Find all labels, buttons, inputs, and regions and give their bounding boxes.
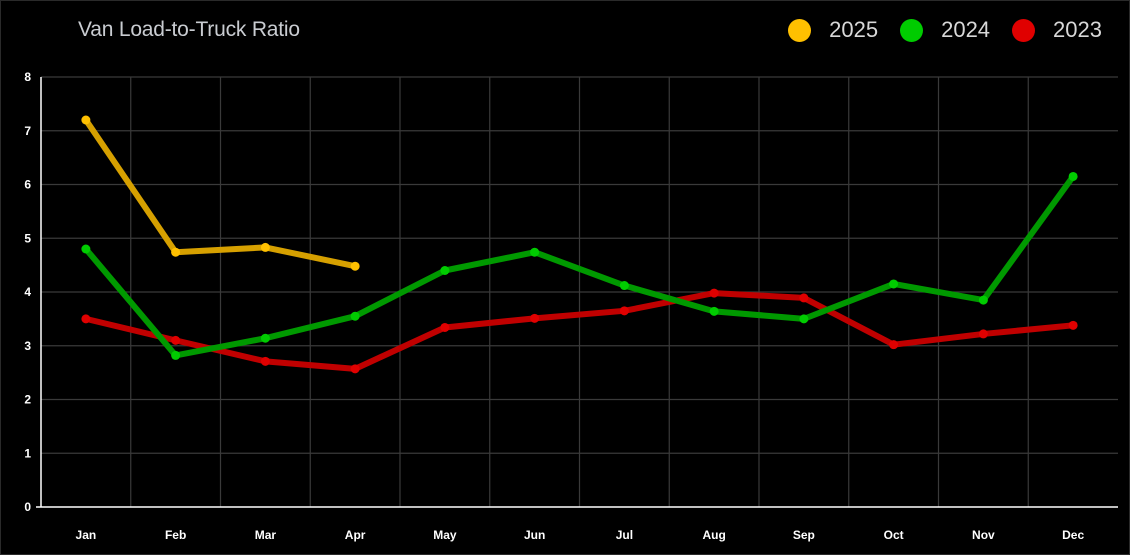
legend-swatch-2025 — [788, 18, 812, 42]
x-tick-label: Oct — [884, 528, 904, 542]
legend-label-2023: 2023 — [1053, 17, 1102, 42]
x-tick-label: Mar — [255, 528, 277, 542]
x-tick-label: Apr — [345, 528, 366, 542]
data-point-2025 — [171, 247, 181, 257]
legend-label-2024: 2024 — [941, 17, 991, 42]
data-point-2025 — [260, 242, 270, 252]
series-line-2024 — [82, 173, 1077, 359]
legend-label-2025: 2025 — [829, 17, 879, 42]
data-point-2024 — [350, 311, 360, 321]
data-point-2025 — [350, 261, 360, 271]
x-tick-label: Aug — [702, 528, 725, 542]
legend-item-2025[interactable]: 2025 — [788, 17, 878, 43]
y-tick-label: 2 — [24, 393, 31, 407]
data-point-2024 — [440, 266, 450, 275]
y-tick-label: 0 — [24, 500, 31, 514]
y-tick-label: 4 — [24, 285, 31, 299]
data-point-2023 — [619, 306, 629, 316]
data-point-2023 — [440, 322, 450, 332]
data-point-2025 — [81, 115, 91, 125]
data-point-2023 — [1068, 320, 1078, 330]
data-point-2024 — [709, 306, 719, 316]
y-tick-label: 6 — [24, 178, 31, 192]
data-point-2024 — [889, 279, 899, 289]
data-point-2023 — [260, 356, 270, 366]
y-tick-label: 8 — [24, 70, 31, 84]
x-tick-label: Jul — [616, 528, 633, 542]
data-point-2023 — [81, 314, 91, 324]
series-line-2025 — [82, 117, 359, 270]
data-point-2024 — [81, 244, 91, 254]
x-tick-label: Nov — [972, 528, 995, 542]
x-tick-label: Feb — [165, 528, 186, 542]
y-tick-label: 3 — [24, 339, 31, 353]
data-point-2024 — [978, 295, 988, 305]
data-point-2023 — [799, 293, 809, 303]
y-tick-label: 7 — [24, 124, 31, 138]
x-tick-label: Dec — [1062, 528, 1084, 542]
data-point-2023 — [709, 288, 719, 298]
chart-title: Van Load-to-Truck Ratio — [78, 18, 300, 41]
legend-item-2023[interactable]: 2023 — [1012, 17, 1102, 43]
legend-item-2024[interactable]: 2024 — [900, 17, 990, 43]
data-point-2023 — [978, 329, 988, 339]
data-point-2024 — [619, 281, 629, 291]
data-point-2024 — [799, 314, 809, 324]
y-tick-label: 1 — [24, 446, 31, 460]
data-point-2023 — [889, 340, 899, 350]
data-point-2023 — [171, 335, 181, 345]
y-tick-label: 5 — [24, 231, 31, 245]
data-point-2023 — [530, 313, 540, 323]
series-line-2023 — [82, 290, 1077, 372]
data-point-2023 — [350, 364, 360, 374]
data-point-2024 — [171, 350, 181, 360]
legend: 2025 2024 2023 — [766, 17, 1102, 43]
x-tick-label: May — [433, 528, 457, 542]
legend-swatch-2023 — [1012, 18, 1036, 42]
x-tick-label: Jan — [76, 528, 97, 542]
x-tick-label: Jun — [524, 528, 545, 542]
data-point-2024 — [1068, 171, 1078, 181]
data-point-2024 — [530, 247, 540, 257]
x-tick-label: Sep — [793, 528, 815, 542]
legend-swatch-2024 — [900, 18, 924, 42]
data-point-2024 — [260, 333, 270, 343]
